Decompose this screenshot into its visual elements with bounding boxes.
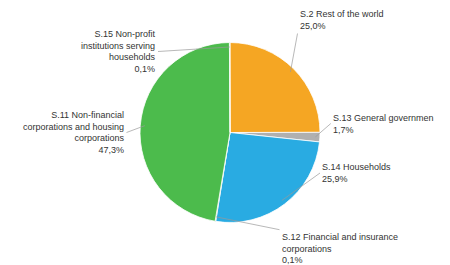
- svg-text:S.12 Financial and insuranceco: S.12 Financial and insurancecorporations…: [282, 232, 398, 265]
- svg-text:S.11 Non-financialcorporations: S.11 Non-financialcorporations and housi…: [23, 110, 125, 155]
- svg-text:S.15 Non-profitinstitutions se: S.15 Non-profitinstitutions servinghouse…: [81, 29, 156, 74]
- svg-text:S.14 Households25,9%: S.14 Households25,9%: [322, 162, 391, 184]
- svg-text:S.2 Rest of the world25,0%: S.2 Rest of the world25,0%: [300, 9, 384, 31]
- svg-text:S.13 General governmen1,7%: S.13 General governmen1,7%: [333, 113, 434, 135]
